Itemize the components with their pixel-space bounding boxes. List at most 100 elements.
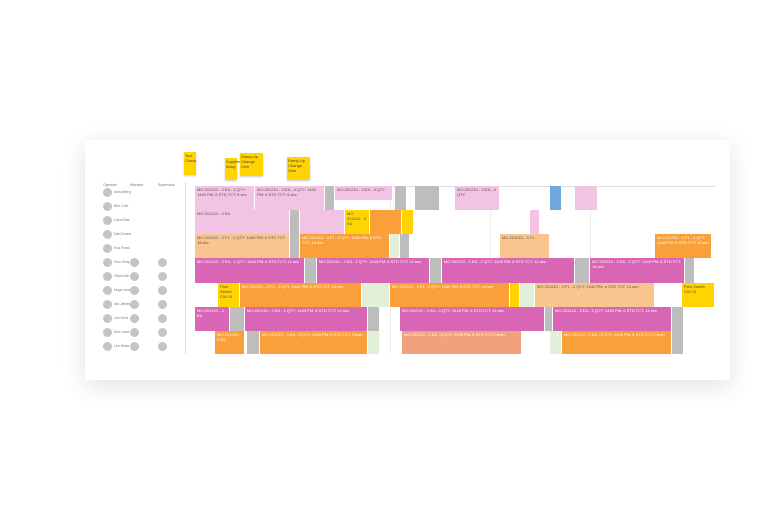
changeover[interactable] <box>575 258 590 283</box>
task[interactable] <box>510 283 520 307</box>
task[interactable]: MO 201210 - 3 EA - 2 QTY: 1440 PM: 6 STD… <box>317 258 430 283</box>
task[interactable]: MO 201210 - 3 EA <box>195 307 230 331</box>
resource-name: Dan Evans <box>114 232 132 236</box>
task[interactable]: MO 201210 - 3 EA - 2 QTY: 1440 PM: 6 STD… <box>442 258 575 283</box>
changeover[interactable] <box>395 186 407 210</box>
resource-name: Anna Berg <box>114 190 131 194</box>
sticky-note[interactable]: Supplier delay <box>225 158 241 180</box>
resource-name: Cara Diaz <box>114 218 130 222</box>
avatar <box>130 300 139 309</box>
resource-name: Gina Holt <box>114 274 129 278</box>
changeover[interactable] <box>400 234 410 258</box>
task[interactable]: MO 201210 - 3 F1 - 2 QTY: 1440 PM: 6 STD… <box>655 234 712 258</box>
changeover[interactable] <box>430 258 442 283</box>
task[interactable]: Plan Switch CW 15 <box>682 283 715 307</box>
task[interactable]: MO 201210 - 3 EA - 2 QTY: 1440 PM: 6 STD… <box>590 258 685 283</box>
changeover[interactable] <box>672 331 684 354</box>
task[interactable]: MO 201210 - 3 EA - 3 QTY: 1440 PM: 6 STD… <box>562 331 672 354</box>
task[interactable]: MO 201210 - 3 EA - 3 QTY: 1440 PM: 6 STD… <box>402 331 522 354</box>
column-header: Operator <box>103 183 117 187</box>
avatar <box>103 258 112 267</box>
changeover[interactable] <box>545 307 553 331</box>
task[interactable]: MO 201210 - 3 F1 - 2 QTY: 1440 PM: 6 STD… <box>390 283 510 307</box>
column-header: Supervisor <box>158 183 175 187</box>
resource-name: Ida James <box>114 302 131 306</box>
resource-panel <box>100 182 186 354</box>
resource-name: Eva Frank <box>114 246 130 250</box>
changeover[interactable] <box>290 210 300 234</box>
avatar <box>158 272 167 281</box>
task[interactable]: MO 201210 - 3 EA - 3 QTY: 1440 PM: 6 STD… <box>195 186 255 210</box>
task[interactable]: MO 201210 - 3 EA - 3 QTY: 1440 PM: 6 STD… <box>255 186 325 210</box>
avatar <box>158 258 167 267</box>
task[interactable] <box>368 331 380 354</box>
avatar <box>130 328 139 337</box>
avatar <box>103 328 112 337</box>
task[interactable]: MO 201210 - 3 EA - 3 QTY: 1440 PM: 6 STD… <box>553 307 672 331</box>
task[interactable]: MO 201210 - 3 EA - 2 QTY: 1440 PM: 6 STD… <box>195 258 305 283</box>
task[interactable]: MO 201210 - 3 F1 - 2 QTY: 1440 PM: 6 STD… <box>300 234 390 258</box>
avatar <box>103 230 112 239</box>
avatar <box>158 314 167 323</box>
changeover[interactable] <box>325 186 335 210</box>
task[interactable] <box>530 210 540 234</box>
task[interactable] <box>550 186 562 210</box>
changeover[interactable] <box>415 186 440 210</box>
task[interactable] <box>362 283 390 307</box>
resource-name: Finn Gray <box>114 260 130 264</box>
avatar <box>130 314 139 323</box>
changeover[interactable] <box>305 258 317 283</box>
avatar <box>103 216 112 225</box>
changeover[interactable] <box>685 258 695 283</box>
avatar <box>103 202 112 211</box>
task[interactable] <box>390 234 400 258</box>
task[interactable]: MO 201210 - 3 EA - 3 QTY: 1440 PM: 6 STD… <box>260 331 368 354</box>
resource-name: Leo Moss <box>114 344 130 348</box>
resource-name: Kim Lund <box>114 330 129 334</box>
avatar <box>103 300 112 309</box>
avatar <box>158 286 167 295</box>
task[interactable]: MO 201210 - 3 EA <box>345 210 370 234</box>
task[interactable] <box>550 331 562 354</box>
avatar <box>103 286 112 295</box>
task[interactable] <box>300 210 345 234</box>
sticky-note[interactable]: Ramp-Up Change Over <box>240 153 263 176</box>
avatar <box>130 272 139 281</box>
task[interactable]: MO 201210 - 3 F1 - 2 QTY: 1440 PM: 6 STD… <box>195 234 290 258</box>
task[interactable]: MO 201210 - 3 F1 <box>500 234 550 258</box>
task[interactable]: MO 201210 - 3 EA - 3 QTY: 1440 PM: 6 STD… <box>400 307 545 331</box>
task[interactable]: MO 201210 - 3 EA - 3 QTY <box>455 186 500 210</box>
avatar <box>103 244 112 253</box>
task[interactable] <box>575 186 598 210</box>
resource-name: Jon Kent <box>114 316 128 320</box>
task[interactable]: MO 201210 - 3 EA - 3 QTY <box>335 186 393 200</box>
changeover[interactable] <box>230 307 245 331</box>
changeover[interactable] <box>368 307 380 331</box>
resource-name: Hugo Ivers <box>114 288 131 292</box>
avatar <box>130 286 139 295</box>
sticky-note[interactable]: Ramp-Up Change Over <box>287 157 310 180</box>
task[interactable]: MO 201210 - 3 F1 - 2 QTY: 1440 PM: 6 STD… <box>535 283 655 307</box>
column-header: Machine <box>130 183 144 187</box>
task[interactable]: MO 201210 - 3 EA <box>215 331 245 354</box>
avatar <box>103 272 112 281</box>
avatar <box>103 188 112 197</box>
task[interactable] <box>520 283 535 307</box>
changeover[interactable] <box>290 234 300 258</box>
changeover[interactable] <box>672 307 684 331</box>
avatar <box>158 328 167 337</box>
task[interactable] <box>402 210 414 234</box>
task[interactable]: MO 201210 - 3 EA <box>195 210 290 234</box>
avatar <box>103 314 112 323</box>
task[interactable] <box>370 210 402 234</box>
task[interactable]: Plan Switch CW 15 <box>218 283 240 307</box>
avatar <box>158 300 167 309</box>
sticky-note[interactable]: Tool Check <box>184 152 196 175</box>
changeover[interactable] <box>247 331 260 354</box>
task[interactable]: MO 201210 - 3 F1 - 2 QTY: 1440 PM: 6 STD… <box>240 283 362 307</box>
avatar <box>103 342 112 351</box>
avatar <box>130 342 139 351</box>
task[interactable]: MO 201210 - 3 EA - 3 QTY: 1440 PM: 6 STD… <box>245 307 368 331</box>
avatar <box>158 342 167 351</box>
